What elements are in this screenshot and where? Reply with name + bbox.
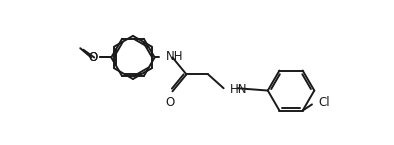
Text: NH: NH — [165, 50, 183, 63]
Text: O: O — [89, 51, 98, 64]
Text: HN: HN — [230, 83, 247, 96]
Text: O: O — [88, 51, 97, 64]
Text: Cl: Cl — [318, 96, 330, 109]
Text: O: O — [165, 96, 175, 109]
